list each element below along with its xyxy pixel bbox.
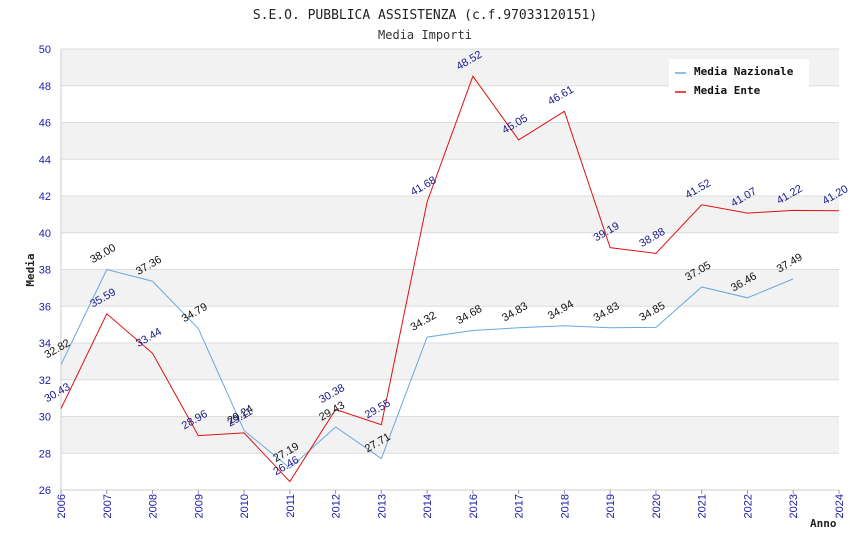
chart-title: S.E.O. PUBBLICA ASSISTENZA (c.f.97033120… — [253, 8, 597, 23]
legend: Media Nazionale Media Ente — [669, 59, 809, 101]
x-tick-label: 2007 — [102, 494, 114, 518]
x-tick-label: 2023 — [788, 494, 800, 518]
x-tick-label: 2017 — [514, 494, 526, 518]
x-tick-label: 2022 — [742, 494, 754, 518]
legend-label-media-ente: Media Ente — [694, 84, 761, 97]
legend-box — [669, 59, 809, 101]
x-tick-label: 2021 — [697, 494, 709, 518]
x-tick-label: 2013 — [376, 494, 388, 518]
x-tick-label: 2024 — [834, 494, 846, 518]
legend-label-media-nazionale: Media Nazionale — [694, 65, 794, 78]
series-line-1 — [60, 75, 840, 483]
x-tick-label: 2019 — [605, 494, 617, 518]
grid-band — [61, 232, 839, 270]
x-axis-ticks: 2006 2007 2008 2009 2010 2011 2012 2013 2014 2016… — [56, 490, 846, 518]
y-tick-label: 48 — [39, 81, 51, 93]
y-tick-label: 44 — [39, 154, 51, 166]
x-tick-label: 2020 — [651, 494, 663, 518]
x-tick-label: 2006 — [56, 494, 68, 518]
x-tick-label: 2012 — [331, 494, 343, 518]
x-tick-label: 2010 — [239, 494, 251, 518]
y-axis-label: Media — [24, 253, 37, 286]
x-tick-label: 2016 — [468, 494, 480, 518]
chart-subtitle: Media Importi — [378, 28, 472, 42]
y-tick-label: 32 — [39, 375, 51, 387]
grid-lines — [60, 48, 839, 491]
grid-band — [61, 453, 839, 490]
y-tick-label: 28 — [39, 448, 51, 460]
x-tick-label: 2008 — [148, 494, 160, 518]
series-lines — [60, 75, 840, 483]
grid-band — [61, 416, 839, 454]
grid-band — [61, 343, 839, 380]
grid-band — [61, 306, 839, 343]
y-tick-label: 26 — [39, 485, 51, 497]
y-tick-label: 34 — [39, 338, 51, 350]
y-tick-label: 50 — [39, 44, 51, 56]
y-tick-label: 46 — [39, 118, 51, 130]
grid-band — [61, 269, 839, 307]
grid-band — [61, 159, 839, 196]
grid-band — [61, 122, 839, 160]
x-tick-label: 2014 — [422, 494, 434, 518]
x-tick-label: 2018 — [559, 494, 571, 518]
y-axis-ticks: 26 28 30 32 34 36 38 40 42 44 46 48 50 — [39, 44, 51, 497]
x-tick-label: 2009 — [193, 494, 205, 518]
x-tick-label: 2011 — [285, 494, 297, 518]
grid-band — [61, 196, 839, 233]
y-tick-label: 40 — [39, 228, 51, 240]
grid-bands — [61, 49, 839, 490]
y-tick-label: 38 — [39, 265, 51, 277]
x-axis-label: Anno — [810, 517, 837, 530]
series-line-0 — [60, 268, 794, 469]
y-tick-label: 42 — [39, 191, 51, 203]
grid-band — [61, 379, 839, 417]
y-tick-label: 36 — [39, 301, 51, 313]
y-tick-label: 30 — [39, 412, 51, 424]
